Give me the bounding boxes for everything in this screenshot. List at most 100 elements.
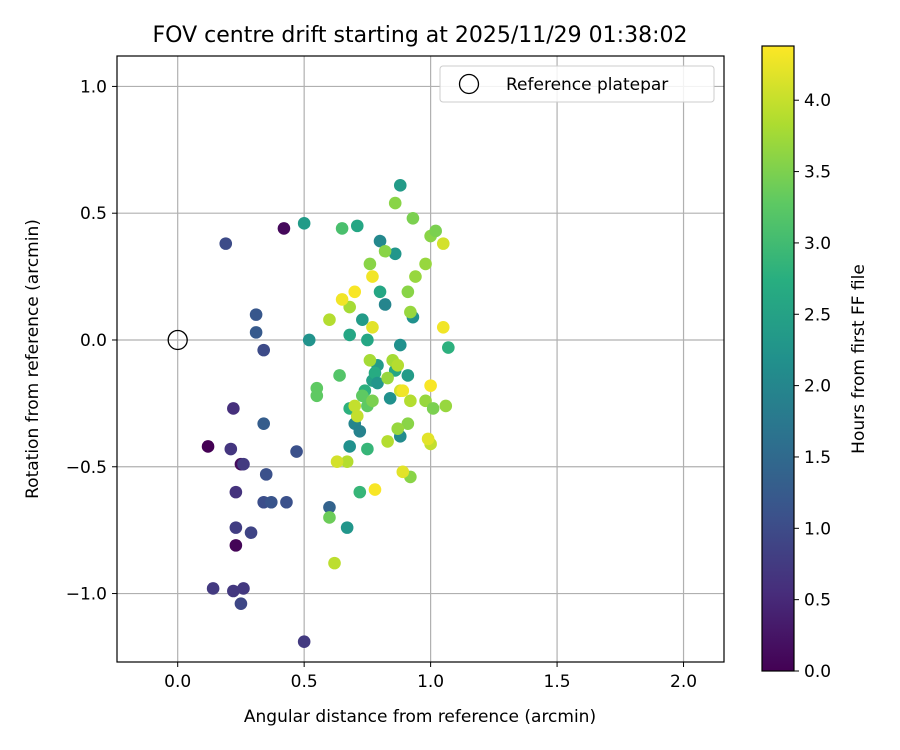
colorbar-ticks: 0.0 0.5 1.0 1.5 2.0 2.5 3.0 3.5 4.0 xyxy=(794,91,831,682)
colorbar-tick-label: 2.0 xyxy=(804,377,831,397)
data-point xyxy=(406,211,420,225)
data-point xyxy=(381,435,394,448)
data-point xyxy=(350,409,364,423)
data-point xyxy=(378,298,392,311)
data-point xyxy=(323,501,336,514)
data-point xyxy=(237,457,250,471)
data-point xyxy=(396,384,410,397)
data-point xyxy=(353,485,367,499)
reference-marker xyxy=(167,329,188,351)
data-point xyxy=(391,359,405,372)
colorbar-tick-label: 1.0 xyxy=(804,519,831,539)
legend-label: Reference platepar xyxy=(506,75,668,95)
data-point xyxy=(361,333,374,347)
data-point xyxy=(371,376,384,390)
data-point xyxy=(257,343,270,357)
x-tick-label: 1.0 xyxy=(417,672,444,692)
data-point xyxy=(363,257,377,271)
data-point xyxy=(366,270,379,283)
colorbar-tick-label: 1.5 xyxy=(804,448,831,468)
y-tick-label: 0.5 xyxy=(80,204,107,224)
data-point xyxy=(363,353,377,367)
data-point xyxy=(442,341,455,354)
data-point xyxy=(290,445,303,458)
colorbar-gradient xyxy=(761,45,795,672)
data-point xyxy=(277,222,291,235)
data-point xyxy=(353,424,367,438)
data-point xyxy=(302,333,316,347)
y-tick-label: −1.0 xyxy=(66,585,107,605)
reference-platepar-marker xyxy=(167,329,188,351)
data-point xyxy=(348,285,362,299)
data-point xyxy=(436,237,450,250)
data-point xyxy=(429,224,442,238)
data-point xyxy=(373,285,387,299)
data-point xyxy=(227,402,240,415)
data-point xyxy=(388,247,402,261)
plot-frame xyxy=(116,55,725,663)
data-point xyxy=(421,432,435,446)
data-point xyxy=(237,582,250,595)
data-point xyxy=(409,270,422,283)
data-point xyxy=(436,321,450,334)
data-point xyxy=(404,305,417,319)
data-point xyxy=(401,285,415,299)
y-tick-label: 0.0 xyxy=(80,331,107,351)
data-point xyxy=(333,369,346,382)
x-tick-label: 0.0 xyxy=(164,672,191,692)
data-point xyxy=(330,455,344,468)
data-point xyxy=(356,389,369,403)
data-point xyxy=(366,394,379,408)
data-point xyxy=(264,495,278,509)
data-point xyxy=(343,328,356,342)
data-point xyxy=(227,584,240,598)
data-point xyxy=(206,582,220,595)
data-point xyxy=(378,244,392,258)
data-point xyxy=(439,399,453,413)
data-point xyxy=(368,483,382,496)
data-point xyxy=(343,440,356,453)
data-point xyxy=(348,399,362,413)
legend-box xyxy=(439,65,715,103)
data-point xyxy=(424,379,437,392)
data-point xyxy=(404,394,417,408)
x-tick-label: 0.5 xyxy=(291,672,318,692)
legend-marker-icon xyxy=(458,73,480,95)
data-point xyxy=(323,313,336,326)
data-points xyxy=(201,179,455,649)
data-point xyxy=(396,465,410,479)
data-point xyxy=(356,313,369,326)
data-point xyxy=(350,219,364,233)
data-point xyxy=(219,237,233,250)
data-point xyxy=(335,293,349,306)
data-point xyxy=(257,417,270,430)
data-point xyxy=(234,597,248,610)
colorbar-tick-label: 0.5 xyxy=(804,591,831,611)
data-point xyxy=(401,417,415,430)
data-point xyxy=(388,196,402,210)
data-point xyxy=(328,556,341,570)
y-axis-ticks: −1.0 −0.5 0.0 0.5 1.0 xyxy=(66,77,117,605)
colorbar: 0.0 0.5 1.0 1.5 2.0 2.5 3.0 3.5 4.0 Hours from f… xyxy=(761,45,869,682)
x-axis-ticks: 0.0 0.5 1.0 1.5 2.0 xyxy=(164,662,697,692)
data-point xyxy=(340,521,354,534)
data-point xyxy=(366,321,379,334)
chart-title: FOV centre drift starting at 2025/11/29 … xyxy=(153,23,688,48)
data-point xyxy=(280,495,293,509)
data-point xyxy=(323,511,336,524)
colorbar-tick-label: 0.0 xyxy=(804,662,831,682)
data-point xyxy=(383,392,397,405)
data-point xyxy=(373,234,387,248)
y-tick-label: 1.0 xyxy=(80,77,107,97)
y-axis-label: Rotation from reference (arcmin) xyxy=(23,219,43,499)
data-point xyxy=(401,369,415,382)
colorbar-tick-label: 4.0 xyxy=(804,91,831,111)
data-point xyxy=(244,526,258,539)
data-point xyxy=(229,521,243,534)
colorbar-label: Hours from first FF file xyxy=(849,264,869,454)
colorbar-tick-label: 3.0 xyxy=(804,234,831,254)
data-point xyxy=(249,326,263,339)
x-tick-label: 2.0 xyxy=(670,672,697,692)
